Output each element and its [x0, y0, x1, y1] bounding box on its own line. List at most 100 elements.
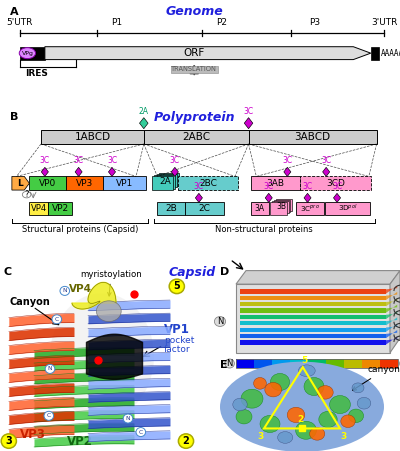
- Text: VP3: VP3: [20, 428, 46, 441]
- Text: loops: loops: [0, 450, 1, 451]
- Text: Genome: Genome: [165, 5, 223, 18]
- Polygon shape: [236, 271, 400, 284]
- Ellipse shape: [296, 421, 316, 439]
- Polygon shape: [386, 285, 397, 294]
- Ellipse shape: [352, 383, 364, 393]
- Text: VP4: VP4: [30, 204, 47, 213]
- Bar: [178, 176, 238, 190]
- Polygon shape: [75, 167, 82, 176]
- Ellipse shape: [270, 373, 290, 391]
- Text: VP1: VP1: [164, 323, 190, 336]
- Text: VP2: VP2: [67, 435, 93, 448]
- Text: N: N: [62, 288, 67, 294]
- Text: L: L: [17, 179, 22, 188]
- Text: P3: P3: [309, 18, 320, 27]
- Text: N: N: [48, 366, 52, 372]
- Bar: [300, 176, 371, 190]
- Ellipse shape: [241, 389, 263, 408]
- Text: A: A: [10, 7, 18, 17]
- Text: 3B: 3B: [276, 202, 286, 211]
- Text: 2: 2: [297, 415, 303, 424]
- Text: Non-structural proteins: Non-structural proteins: [215, 225, 313, 234]
- Bar: [152, 176, 172, 190]
- Text: 3C: 3C: [244, 107, 254, 116]
- Bar: [240, 321, 386, 326]
- Bar: [308, 359, 326, 368]
- Bar: [250, 202, 269, 215]
- Ellipse shape: [310, 428, 325, 440]
- Ellipse shape: [298, 365, 315, 377]
- Bar: [240, 327, 386, 332]
- Text: VP0: VP0: [39, 179, 56, 188]
- Text: 3CD: 3CD: [326, 179, 345, 188]
- Ellipse shape: [233, 398, 247, 411]
- Text: N: N: [226, 359, 233, 368]
- Text: VP1: VP1: [116, 179, 133, 188]
- Text: Structural proteins (Capsid): Structural proteins (Capsid): [22, 225, 138, 234]
- Bar: [272, 201, 288, 213]
- Bar: [272, 359, 290, 368]
- Text: N: N: [126, 416, 130, 421]
- Text: C: C: [3, 267, 11, 277]
- Text: 3: 3: [6, 436, 12, 446]
- Bar: [144, 130, 248, 144]
- Text: myristoylation: myristoylation: [80, 270, 142, 296]
- Bar: [157, 174, 177, 188]
- Text: 3C: 3C: [264, 182, 274, 191]
- Polygon shape: [386, 304, 397, 313]
- Text: 1ABCD: 1ABCD: [74, 132, 110, 142]
- Text: 3C: 3C: [74, 156, 84, 166]
- Text: VP4: VP4: [68, 284, 92, 294]
- Text: Capsid: Capsid: [168, 266, 216, 279]
- Polygon shape: [334, 193, 340, 202]
- Text: 5'UTR: 5'UTR: [6, 18, 33, 27]
- Ellipse shape: [236, 410, 252, 424]
- Ellipse shape: [341, 415, 355, 428]
- Text: 3: 3: [340, 432, 346, 441]
- Ellipse shape: [330, 396, 350, 414]
- Text: 5: 5: [174, 281, 180, 291]
- Bar: [29, 202, 48, 215]
- Bar: [248, 130, 377, 144]
- Bar: [380, 359, 398, 368]
- Text: 3D$^{pol}$: 3D$^{pol}$: [338, 203, 357, 214]
- Bar: [41, 130, 144, 144]
- Text: E: E: [220, 360, 228, 370]
- Text: VP3: VP3: [76, 179, 93, 188]
- Bar: [48, 202, 72, 215]
- Polygon shape: [386, 336, 397, 345]
- Polygon shape: [390, 271, 400, 353]
- Bar: [290, 359, 308, 368]
- Ellipse shape: [19, 48, 36, 59]
- Bar: [296, 202, 324, 215]
- Polygon shape: [41, 167, 48, 176]
- Polygon shape: [236, 284, 390, 353]
- Ellipse shape: [304, 377, 324, 396]
- Text: P2: P2: [216, 18, 227, 27]
- Polygon shape: [140, 118, 148, 129]
- Text: 5: 5: [301, 356, 308, 365]
- Bar: [154, 175, 175, 189]
- Text: 2B: 2B: [166, 204, 177, 213]
- Text: C: C: [55, 317, 59, 322]
- Polygon shape: [195, 193, 202, 202]
- Polygon shape: [386, 311, 397, 319]
- Bar: [371, 47, 379, 60]
- Text: N: N: [217, 317, 223, 326]
- Text: 3C: 3C: [321, 156, 331, 166]
- Text: 2C: 2C: [199, 204, 211, 213]
- Ellipse shape: [1, 434, 16, 448]
- Bar: [236, 359, 398, 368]
- Text: 2ABC: 2ABC: [182, 132, 210, 142]
- Text: 3ABCD: 3ABCD: [294, 132, 331, 142]
- Text: 2A: 2A: [139, 107, 149, 116]
- Text: 3C: 3C: [332, 182, 342, 191]
- Text: 2: 2: [183, 436, 189, 446]
- Polygon shape: [265, 193, 272, 202]
- Text: 3C: 3C: [302, 182, 312, 191]
- Bar: [270, 202, 286, 215]
- Text: 3C: 3C: [282, 156, 292, 166]
- Ellipse shape: [169, 279, 184, 294]
- Bar: [274, 200, 290, 212]
- Text: ?: ?: [24, 190, 29, 199]
